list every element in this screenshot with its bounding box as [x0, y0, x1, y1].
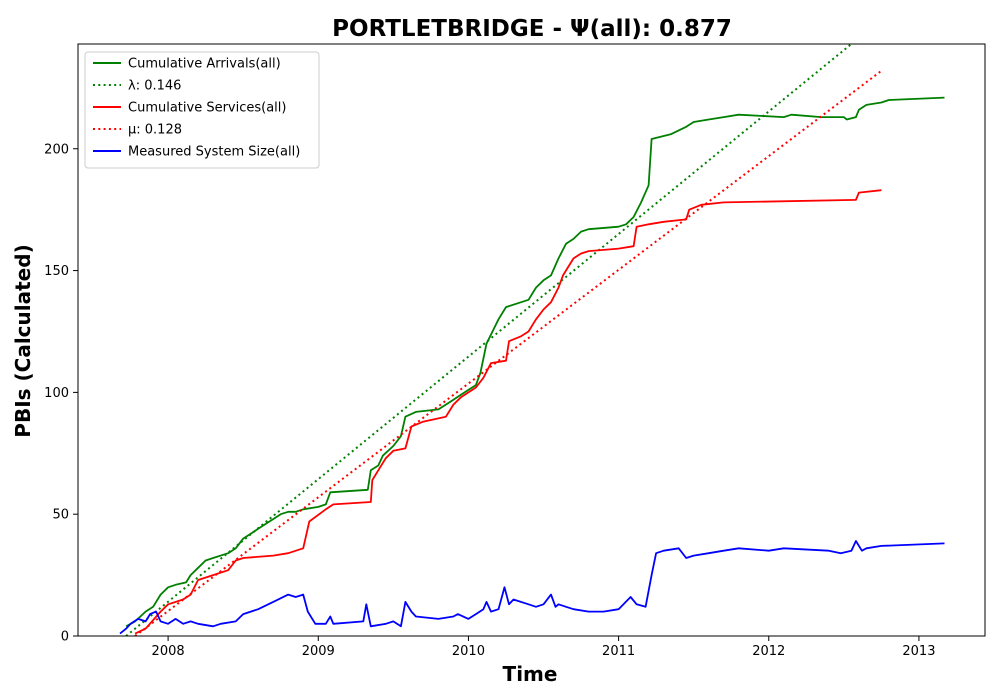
legend: Cumulative Arrivals(all) λ: 0.146 Cumulati… [84, 51, 320, 169]
y-axis-title: PBIs (Calculated) [11, 244, 35, 437]
x-tick-label: 2012 [752, 644, 785, 659]
plot-area [119, 44, 945, 636]
y-tick-label: 50 [52, 508, 69, 523]
legend-label: Measured System Size(all) [128, 145, 300, 160]
y-tick-label: 100 [44, 386, 69, 401]
series-line-2 [125, 44, 853, 636]
x-tick-label: 2009 [302, 644, 335, 659]
axes: 2008 2009 2010 2011 2012 2013 0 50 100 150 200 [44, 43, 986, 659]
x-axis-title: Time [503, 662, 558, 686]
axes-frame [77, 43, 986, 637]
x-tick-label: 2011 [602, 644, 635, 659]
series-line-4 [134, 70, 883, 636]
series-group [119, 44, 945, 636]
chart-title: PORTLETBRIDGE - Ψ(all): 0.877 [332, 16, 732, 42]
x-tick-label: 2010 [452, 644, 485, 659]
x-tick-label: 2013 [902, 644, 935, 659]
y-tick-label: 0 [61, 630, 69, 645]
series-line-5 [119, 540, 945, 635]
x-tick-label: 2008 [152, 644, 185, 659]
legend-label: Cumulative Services(all) [128, 101, 286, 116]
y-tick-label: 150 [44, 264, 69, 279]
legend-label: μ: 0.128 [128, 123, 182, 138]
y-tick-label: 200 [44, 142, 69, 157]
legend-box [84, 51, 320, 169]
series-line-3 [134, 189, 882, 635]
legend-label: λ: 0.146 [128, 79, 181, 94]
legend-label: Cumulative Arrivals(all) [128, 57, 281, 72]
series-line-1 [125, 96, 945, 628]
